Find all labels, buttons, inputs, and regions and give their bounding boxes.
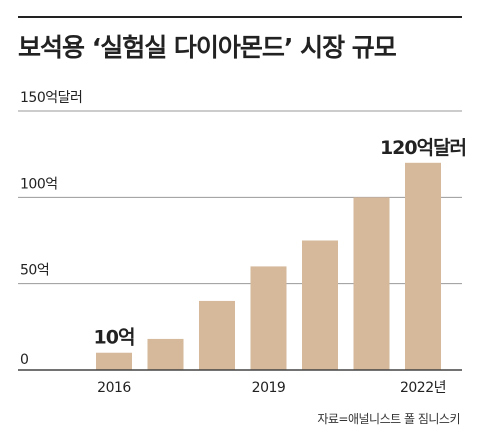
bar-2016	[96, 352, 132, 370]
data-label: 120억달러	[380, 137, 466, 159]
bar-2020	[302, 240, 338, 370]
bar-2017	[147, 338, 184, 370]
x-tick-label: 2016	[97, 380, 131, 396]
bar-2021	[353, 197, 390, 370]
y-tick-label: 0	[20, 352, 28, 368]
y-tick-label: 150억달러	[20, 90, 82, 106]
chart-title: 보석용 ‘실험실 다이아몬드’ 시장 규모	[18, 33, 397, 62]
x-tick-label: 2019	[252, 380, 286, 396]
bar-2019	[250, 266, 287, 370]
top-rule	[18, 16, 462, 18]
x-tick-label: 2022년	[400, 380, 446, 396]
bar-2018	[199, 300, 235, 370]
bar-2022	[405, 162, 441, 370]
data-label: 10억	[94, 327, 135, 349]
source-note: 자료=애널니스트 폴 짐니스키	[317, 412, 460, 426]
y-tick-label: 50억	[20, 263, 49, 279]
y-tick-label: 100억	[20, 176, 58, 192]
